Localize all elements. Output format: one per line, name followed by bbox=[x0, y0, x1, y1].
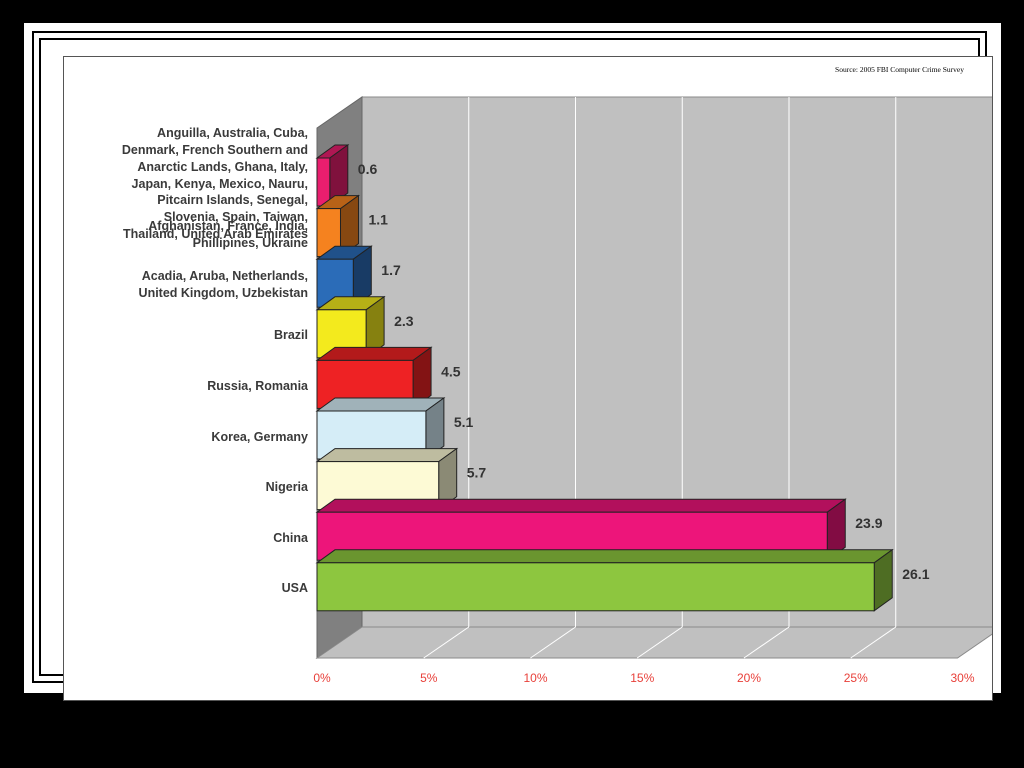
gridline-floor bbox=[423, 626, 470, 659]
category-label-line: United Kingdom, Uzbekistan bbox=[138, 286, 308, 301]
category-label-line: USA bbox=[281, 581, 308, 596]
x-tick-label: 25% bbox=[844, 671, 868, 685]
category-label-line: Japan, Kenya, Mexico, Nauru, bbox=[131, 176, 308, 191]
category-label-line: Thailand, United Arab Emirates bbox=[123, 226, 308, 241]
x-tick-label: 30% bbox=[950, 671, 974, 685]
gridline-floor bbox=[850, 626, 897, 659]
gridline-floor bbox=[636, 626, 683, 659]
data-label: 0.6 bbox=[358, 161, 378, 177]
category-label: USA bbox=[64, 580, 308, 597]
gridline-floor bbox=[530, 626, 576, 659]
bar bbox=[316, 562, 875, 612]
category-label: Russia, Romania bbox=[64, 378, 308, 395]
category-label-line: Brazil bbox=[273, 328, 308, 343]
category-label-line: China bbox=[273, 530, 308, 545]
slide-inner-frame: Source: 2005 FBI Computer Crime Survey 0… bbox=[39, 38, 993, 701]
category-label-line: Korea, Germany bbox=[211, 429, 308, 444]
category-label: Afghanistan, France, India, Phillipines, … bbox=[64, 218, 308, 252]
data-label: 1.1 bbox=[368, 212, 388, 228]
category-label-line: Denmark, French Southern and bbox=[121, 142, 308, 157]
source-note: Source: 2005 FBI Computer Crime Survey bbox=[835, 65, 964, 74]
floor bbox=[315, 626, 992, 659]
category-label-line: Slovenia, Spain, Taiwan, bbox=[163, 210, 308, 225]
data-label: 1.7 bbox=[381, 262, 401, 278]
data-label: 26.1 bbox=[902, 566, 929, 582]
chart-panel: Source: 2005 FBI Computer Crime Survey 0… bbox=[63, 56, 993, 701]
category-label: Anguilla, Australia, Cuba, Denmark, Frenc… bbox=[64, 125, 308, 243]
bar-top bbox=[315, 397, 446, 412]
bar bbox=[316, 157, 331, 207]
category-label-line: Nigeria bbox=[265, 480, 308, 495]
category-label-line: Anguilla, Australia, Cuba, bbox=[157, 126, 308, 141]
data-label: 4.5 bbox=[441, 363, 461, 379]
category-label: Korea, Germany bbox=[64, 429, 308, 446]
x-tick-label: 10% bbox=[523, 671, 547, 685]
category-label: China bbox=[64, 530, 308, 547]
bar-top bbox=[315, 448, 459, 463]
category-label: Acadia, Aruba, Netherlands, United Kingdo… bbox=[64, 268, 308, 302]
bar-top bbox=[315, 498, 847, 513]
gridline-floor bbox=[743, 626, 790, 659]
category-label: Nigeria bbox=[64, 479, 308, 496]
category-label: Brazil bbox=[64, 327, 308, 344]
x-tick-label: 15% bbox=[630, 671, 654, 685]
bar-top bbox=[315, 549, 894, 564]
x-tick-label: 0% bbox=[313, 671, 331, 685]
data-label: 23.9 bbox=[855, 515, 882, 531]
data-label: 5.7 bbox=[467, 465, 487, 481]
bar-chart: 0% 5% 10% 15% 20% 25% 30% 0.6 1.1 1.7 2.3 4.5 5.1 5.7… bbox=[313, 96, 992, 685]
category-label-line: Anarctic Lands, Ghana, Italy, bbox=[137, 159, 308, 174]
slide-frame: Source: 2005 FBI Computer Crime Survey 0… bbox=[32, 31, 993, 701]
x-tick-label: 5% bbox=[420, 671, 438, 685]
bar-top bbox=[315, 346, 433, 361]
category-label-line: Acadia, Aruba, Netherlands, bbox=[141, 269, 308, 284]
category-label-line: Phillipines, Ukraine bbox=[192, 235, 308, 250]
category-label-line: Afghanistan, France, India, bbox=[148, 218, 308, 233]
category-label-line: Russia, Romania bbox=[207, 379, 308, 393]
slide: Source: 2005 FBI Computer Crime Survey 0… bbox=[24, 23, 1001, 701]
data-label: 2.3 bbox=[394, 313, 414, 329]
x-tick-label: 20% bbox=[737, 671, 761, 685]
data-label: 5.1 bbox=[454, 414, 474, 430]
category-label-line: Pitcairn Islands, Senegal, bbox=[157, 193, 308, 208]
